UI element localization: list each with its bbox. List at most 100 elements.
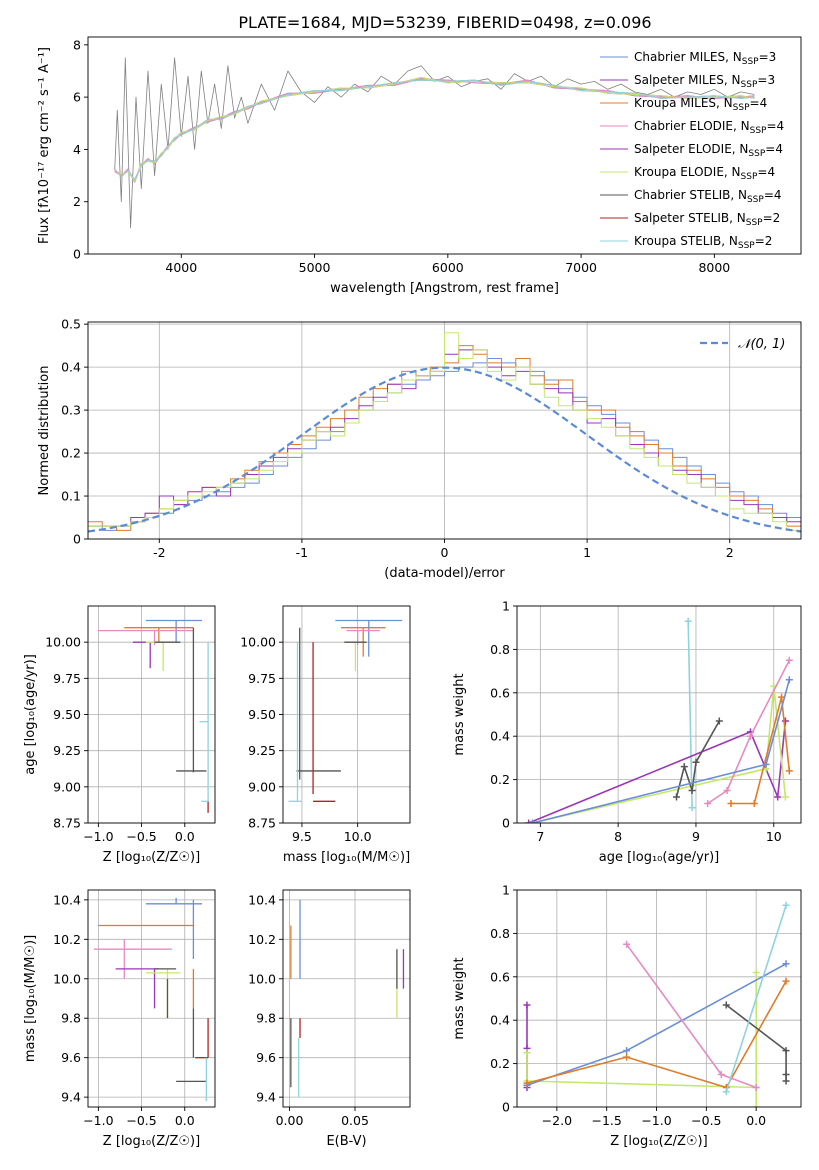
weight-point-marker <box>782 1070 790 1078</box>
plot-area <box>94 897 209 1102</box>
legend-entry: Kroupa MILES, NSSP=4 <box>634 96 767 113</box>
y-tick-label: 9.8 <box>256 1011 276 1026</box>
x-tick-label: 10.0 <box>344 829 372 844</box>
x-tick-label: 0.00 <box>276 1113 304 1128</box>
legend-suffix: =2 <box>755 234 773 248</box>
weight-point-marker <box>680 763 688 771</box>
y-tick-label: 9.6 <box>61 1050 81 1065</box>
x-tick-label: 0.0 <box>175 1113 195 1128</box>
y-tick-label: 0 <box>73 247 81 262</box>
weight-point-marker <box>529 819 537 823</box>
legend-text: Kroupa STELIB, N <box>634 234 738 248</box>
x-tick-label: 2 <box>726 545 734 560</box>
legend-subscript: SSP <box>746 218 763 228</box>
y-axis-label: mass weight <box>452 673 467 755</box>
y-tick-label: 0.2 <box>61 446 81 461</box>
y-axis-label: age [log₁₀(age/yr)] <box>23 654 38 775</box>
y-tick-label: 0.2 <box>490 1056 510 1071</box>
x-tick-label: 8 <box>614 829 622 844</box>
legend-text: Kroupa ELODIE, N <box>634 165 741 179</box>
x-tick-label: −1.0 <box>83 1113 113 1128</box>
x-tick-label: 6000 <box>432 260 464 275</box>
model-spectrum-line <box>114 77 755 182</box>
legend-text: Chabrier ELODIE, N <box>634 119 750 133</box>
y-tick-label: 0 <box>73 532 81 547</box>
legend-entry: Chabrier STELIB, NSSP=4 <box>634 188 782 205</box>
weight-point-marker <box>762 760 770 768</box>
legend-suffix: =2 <box>763 211 781 225</box>
x-tick-label: −0.5 <box>126 1113 156 1128</box>
legend-entry: Salpeter MILES, NSSP=3 <box>634 73 775 90</box>
mass-vs-ebv-panel: 0.00 0.05 9.4 9.6 9.8 10.0 10.2 10.4 E(B-V) <box>248 889 411 1149</box>
weight-point-marker <box>782 960 790 968</box>
weight-series-line <box>725 904 787 1093</box>
y-tick-label: 9.75 <box>53 671 81 686</box>
legend-subscript: SSP <box>747 195 764 205</box>
x-tick-label: 0.05 <box>341 1113 369 1128</box>
weight-point-marker <box>746 732 754 740</box>
legend-suffix: =4 <box>765 142 783 156</box>
x-tick-label: −0.5 <box>126 829 156 844</box>
y-tick-label: 10.0 <box>53 971 81 986</box>
x-tick-label: 7 <box>536 829 544 844</box>
x-tick-label: −0.5 <box>691 1113 721 1128</box>
x-axis-label: mass [log₁₀(M/M☉)] <box>283 850 410 865</box>
legend-suffix: =4 <box>764 188 782 202</box>
weight-point-marker <box>723 786 731 794</box>
gaussian-reference-line <box>88 366 801 533</box>
x-tick-label: 8000 <box>698 260 730 275</box>
weight-point-marker <box>752 1083 760 1091</box>
x-axis-label: Z [log₁₀(Z/Z☉)] <box>103 1134 200 1149</box>
plot-area <box>525 617 793 823</box>
y-tick-label: 0.4 <box>490 729 510 744</box>
plot-area <box>290 899 405 1098</box>
y-tick-label: 2 <box>73 194 81 209</box>
y-tick-label: 0.6 <box>490 969 510 984</box>
figure-title: PLATE=1684, MJD=53239, FIBERID=0498, z=0… <box>238 13 651 32</box>
legend-entry: Kroupa STELIB, NSSP=2 <box>634 234 772 251</box>
y-tick-label: 9.6 <box>256 1050 276 1065</box>
legend-text: Salpeter MILES, N <box>634 73 741 87</box>
x-tick-label: 5000 <box>299 260 331 275</box>
legend-subscript: SSP <box>750 126 767 136</box>
weight-point-marker <box>785 676 793 684</box>
observed-spectrum-line <box>114 57 755 229</box>
y-tick-label: 10.00 <box>240 635 276 650</box>
y-tick-label: 1 <box>502 599 510 614</box>
y-tick-label: 0 <box>502 1100 510 1115</box>
y-tick-label: 1 <box>502 883 510 898</box>
x-tick-label: 9 <box>692 829 700 844</box>
weight-point-marker <box>782 1047 790 1055</box>
weight-point-marker <box>623 1047 631 1055</box>
weight-point-marker <box>781 793 789 801</box>
legend-entry: Salpeter STELIB, NSSP=2 <box>634 211 780 228</box>
weight-series-line <box>526 980 787 1089</box>
legend-text: Salpeter STELIB, N <box>634 211 746 225</box>
y-tick-label: 9.4 <box>61 1090 81 1105</box>
model-spectrum-line <box>114 79 755 180</box>
legend-text: Salpeter ELODIE, N <box>634 142 748 156</box>
mass-weight-vs-metallicity-panel: −2.0 −1.5 −1.0 −0.5 0.0 0 0.2 0.4 0.6 0.8 1 Z [log₁… <box>452 883 802 1149</box>
y-tick-label: 0.8 <box>490 926 510 941</box>
y-tick-label: 9.50 <box>53 707 81 722</box>
y-tick-label: 0.3 <box>61 403 81 418</box>
weight-point-marker <box>623 1053 631 1061</box>
y-tick-label: 10.2 <box>53 932 81 947</box>
weight-point-marker <box>782 901 790 909</box>
legend-subscript: SSP <box>733 103 750 113</box>
x-tick-label: -1 <box>296 545 308 560</box>
x-tick-label: 1 <box>583 545 591 560</box>
weight-point-marker <box>752 968 760 976</box>
x-tick-label: 7000 <box>565 260 597 275</box>
x-axis-label: E(B-V) <box>326 1134 366 1149</box>
legend-suffix: =4 <box>766 119 784 133</box>
x-tick-label: −2.0 <box>542 1113 572 1128</box>
weight-point-marker <box>727 799 735 807</box>
y-tick-label: 10.4 <box>53 892 81 907</box>
x-tick-label: −1.0 <box>83 829 113 844</box>
model-spectrum-line <box>114 78 755 183</box>
y-tick-label: 0.4 <box>61 360 81 375</box>
weight-point-marker <box>717 1070 725 1078</box>
weight-point-marker <box>523 1049 531 1057</box>
